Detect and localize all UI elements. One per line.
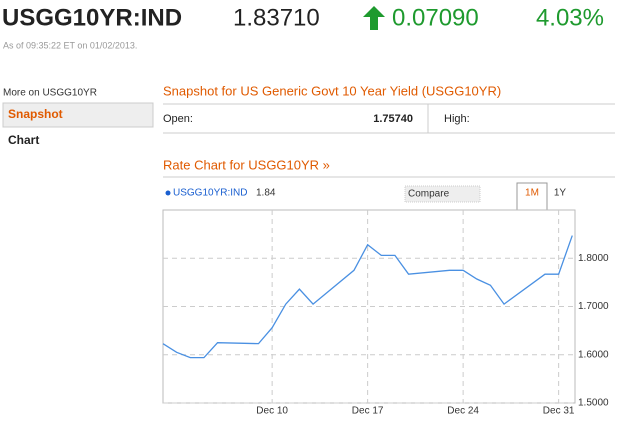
- change: 0.07090: [392, 4, 479, 31]
- change-pct: 4.03%: [536, 4, 604, 31]
- y-tick-label: 1.6000: [578, 349, 609, 360]
- plot-frame: [162, 209, 576, 404]
- tab-active[interactable]: [516, 182, 548, 211]
- legend-value: 1.84: [256, 188, 276, 199]
- sidebar-active: [2, 102, 154, 128]
- up-arrow: [363, 6, 385, 30]
- tab-label: 1M: [525, 188, 539, 199]
- snapshot-title: Snapshot for US Generic Govt 10 Year Yie…: [163, 83, 501, 98]
- sidebar-title: More on USGG10YR: [3, 88, 97, 99]
- y-tick-label: 1.5000: [578, 398, 609, 409]
- legend-dot: [165, 190, 171, 196]
- line-series: [162, 235, 573, 359]
- high-label: High:: [444, 113, 470, 125]
- tab-label[interactable]: 1Y: [554, 188, 567, 199]
- compare-button[interactable]: [404, 185, 481, 203]
- open-label: Open:: [163, 113, 193, 125]
- x-tick-label: Dec 17: [352, 406, 384, 417]
- x-tick-label: Dec 24: [447, 406, 479, 417]
- legend-name: USGG10YR:IND: [173, 188, 247, 199]
- timestamp: As of 09:35:22 ET on 01/02/2013.: [3, 40, 137, 50]
- ticker: USGG10YR:IND: [2, 4, 182, 31]
- sidebar-link[interactable]: Snapshot: [8, 107, 63, 121]
- compare-label: Compare: [408, 189, 450, 200]
- x-tick-label: Dec 10: [256, 406, 288, 417]
- open-value: 1.75740: [373, 113, 413, 125]
- price: 1.83710: [233, 4, 320, 31]
- y-tick-label: 1.7000: [578, 301, 609, 312]
- rate-chart-title: Rate Chart for USGG10YR »: [163, 157, 330, 172]
- y-tick-label: 1.8000: [578, 253, 609, 264]
- x-tick-label: Dec 31: [543, 406, 575, 417]
- sidebar-link[interactable]: Chart: [8, 133, 39, 147]
